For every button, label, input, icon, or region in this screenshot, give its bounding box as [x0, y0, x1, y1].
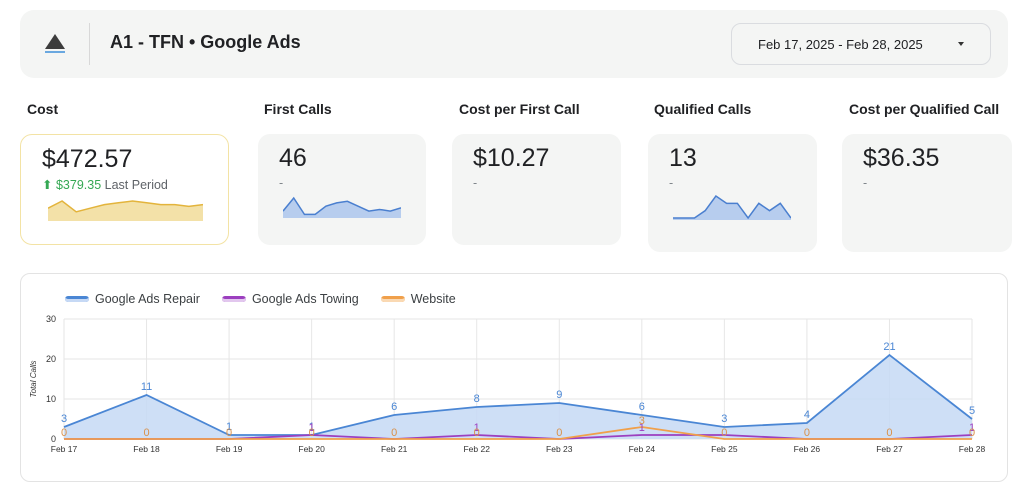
first-calls-spark-line [283, 196, 401, 216]
data-label-repair: 1 [226, 421, 232, 433]
series-line-website [64, 426, 972, 440]
kpi-cost-value: $472.57 [42, 145, 133, 173]
x-tick-label: Feb 23 [546, 444, 573, 454]
x-tick-label: Feb 24 [629, 444, 656, 454]
cost-spark-line [48, 200, 203, 213]
x-tick-label: Feb 28 [959, 444, 986, 454]
legend-item-website[interactable]: Website [380, 292, 456, 306]
header-divider [89, 23, 90, 65]
date-range-picker[interactable]: Feb 17, 2025 - Feb 28, 2025 [731, 23, 991, 65]
qualified-calls-spark-area [673, 196, 791, 220]
kpi-cost-per-qualified-call-card[interactable]: $36.35 - [842, 134, 1012, 252]
data-label-repair: 6 [639, 401, 645, 413]
kpi-first-calls-value: 46 [279, 144, 307, 172]
first-calls-spark-area [283, 198, 401, 218]
data-label-website: 0 [61, 427, 67, 439]
kpi-cost-change-suffix: Last Period [104, 178, 168, 192]
chevron-down-icon [958, 42, 964, 46]
x-tick-label: Feb 26 [794, 444, 821, 454]
data-label-repair: 5 [969, 405, 975, 417]
kpi-cost-label: Cost [27, 101, 59, 117]
x-tick-label: Feb 17 [51, 444, 78, 454]
legend-label-repair: Google Ads Repair [95, 292, 200, 306]
legend-item-repair[interactable]: Google Ads Repair [65, 292, 200, 306]
kpi-cost-change-value: $379.35 [55, 178, 102, 192]
kpi-qualified-calls-sparkline [673, 194, 791, 220]
legend-swatch-towing [221, 296, 246, 302]
y-tick-label: 30 [46, 314, 56, 324]
data-label-towing: 1 [309, 422, 315, 434]
total-calls-chart: Google Ads Repair Google Ads Towing Webs… [20, 273, 1008, 482]
data-label-repair: 3 [721, 413, 727, 425]
chart-legend: Google Ads Repair Google Ads Towing Webs… [65, 292, 456, 306]
x-tick-label: Feb 19 [216, 444, 243, 454]
x-tick-label: Feb 21 [381, 444, 408, 454]
data-label-repair: 9 [556, 389, 562, 401]
data-label-repair: 11 [141, 381, 152, 393]
data-label-website: 0 [886, 427, 892, 439]
data-label-website: 0 [143, 427, 149, 439]
kpi-cost-per-qualified-call-label: Cost per Qualified Call [849, 101, 1000, 117]
data-label-towing: 1 [969, 422, 975, 434]
data-label-towing: 1 [474, 422, 480, 434]
kpi-cost-per-first-call-value: $10.27 [473, 144, 550, 172]
kpi-first-calls-label: First Calls [264, 101, 332, 117]
x-tick-label: Feb 25 [711, 444, 738, 454]
series-line-repair [63, 353, 973, 436]
kpi-first-calls-card[interactable]: 46 - [258, 134, 426, 245]
x-tick-label: Feb 18 [133, 444, 160, 454]
data-label-website: 0 [804, 427, 810, 439]
data-label-website: 0 [556, 427, 562, 439]
data-label-repair: 6 [391, 401, 397, 413]
data-label-repair: 4 [804, 409, 810, 421]
y-tick-label: 20 [46, 354, 56, 364]
data-label-repair: 3 [61, 413, 67, 425]
data-label-website: 0 [226, 427, 232, 439]
kpi-cost-per-first-call-card[interactable]: $10.27 - [452, 134, 621, 245]
data-label-repair: 1 [309, 421, 315, 433]
y-axis-label: Total Calls [29, 360, 38, 397]
kpi-cost-sparkline [48, 200, 203, 221]
x-tick-label: Feb 20 [298, 444, 325, 454]
legend-label-towing: Google Ads Towing [251, 292, 359, 306]
data-label-towing: 1 [639, 422, 645, 434]
kpi-qualified-calls-card[interactable]: 13 - [648, 134, 817, 252]
x-tick-label: Feb 27 [876, 444, 903, 454]
arrow-up-icon: ⬆ [42, 178, 53, 192]
cost-spark-area [48, 201, 203, 221]
series-area-repair [64, 355, 972, 439]
legend-swatch-website [380, 296, 405, 302]
date-range-text: Feb 17, 2025 - Feb 28, 2025 [758, 37, 923, 52]
data-label-repair: 21 [883, 341, 895, 353]
data-label-website: 0 [721, 427, 727, 439]
qualified-calls-spark-line [673, 194, 791, 220]
y-tick-label: 10 [46, 394, 56, 404]
legend-swatch-repair [65, 296, 89, 302]
data-label-website: 3 [639, 415, 645, 427]
kpi-cost-card[interactable]: $472.57 ⬆ $379.35 Last Period [20, 134, 229, 245]
data-label-website: 0 [969, 427, 975, 439]
page-title: A1 - TFN • Google Ads [110, 32, 301, 52]
data-label-website: 0 [474, 427, 480, 439]
header-bar: A1 - TFN • Google Ads Feb 17, 2025 - Feb… [20, 10, 1008, 78]
kpi-qualified-calls-sub: - [669, 176, 674, 190]
kpi-cost-change: ⬆ $379.35 Last Period [42, 177, 168, 192]
kpi-cost-per-qualified-call-value: $36.35 [863, 144, 940, 172]
kpi-qualified-calls-value: 13 [669, 144, 697, 172]
brand-logo-icon [45, 34, 65, 53]
kpi-cost-per-first-call-sub: - [473, 176, 478, 190]
kpi-qualified-calls-label: Qualified Calls [654, 101, 752, 117]
kpi-first-calls-sparkline [283, 196, 401, 218]
kpi-cost-per-qualified-call-sub: - [863, 176, 868, 190]
data-label-repair: 8 [474, 393, 480, 405]
data-label-website: 0 [309, 427, 315, 439]
x-tick-label: Feb 22 [463, 444, 490, 454]
legend-item-towing[interactable]: Google Ads Towing [221, 292, 359, 306]
data-label-website: 0 [391, 427, 397, 439]
kpi-cost-per-first-call-label: Cost per First Call [459, 101, 580, 117]
legend-label-website: Website [410, 292, 456, 306]
kpi-first-calls-sub: - [279, 176, 284, 190]
y-tick-label: 0 [51, 434, 56, 444]
